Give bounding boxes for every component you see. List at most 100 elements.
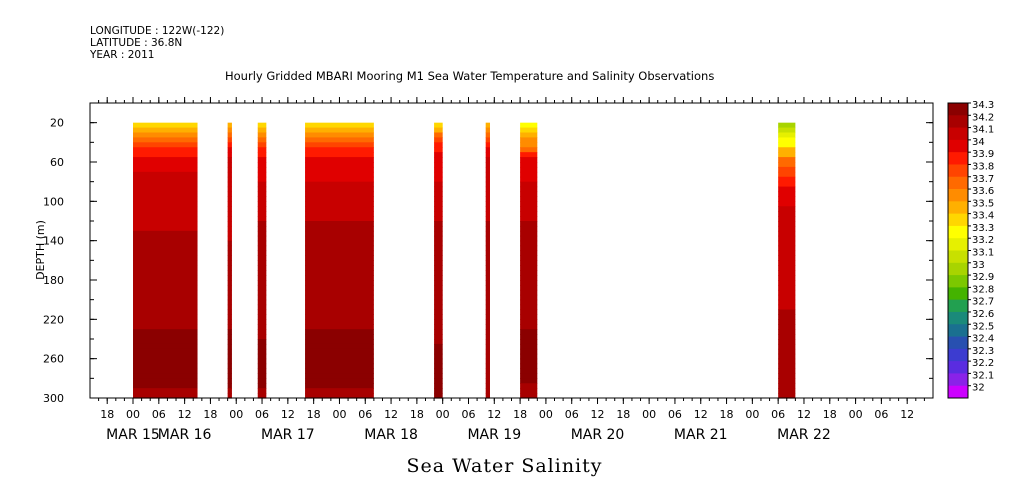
heatmap-cell [434,127,443,134]
x-date-label: MAR 19 [467,427,521,443]
heatmap-cell [520,383,538,389]
colorbar-swatch [948,311,968,325]
heatmap-cell [133,127,198,134]
heatmap-cell [257,201,267,207]
heatmap-cell [778,171,796,178]
heatmap-cell [520,152,538,158]
heatmap-cell [305,201,374,207]
heatmap-cell [305,339,374,345]
heatmap-cell [520,181,538,188]
heatmap-cell [133,181,198,188]
heatmap-cell [434,171,443,178]
heatmap-cell [434,132,443,139]
heatmap-cell [305,363,374,370]
heatmap-cell [485,211,490,217]
heatmap-cell [257,265,267,271]
heatmap-cell [434,211,443,217]
heatmap-cell [778,235,796,242]
heatmap-cell [520,240,538,247]
heatmap-cell [434,216,443,222]
heatmap-cell [257,191,267,198]
heatmap-cell [434,284,443,291]
heatmap-cell [257,368,267,375]
heatmap-cell [133,186,198,193]
heatmap-cell [778,304,796,311]
colorbar-swatch [948,287,968,301]
colorbar-label: 32.8 [972,284,994,295]
heatmap-cell [227,152,232,158]
heatmap-cell [305,122,374,129]
heatmap-cell [778,152,796,158]
heatmap-cell [778,122,796,129]
chart-title: Hourly Gridded MBARI Mooring M1 Sea Wate… [225,69,715,83]
colorbar-swatch [948,201,968,215]
heatmap-cell [520,230,538,237]
x-tick-label: 00 [436,408,450,421]
heatmap-cell [133,324,198,330]
data-segment [257,122,267,399]
heatmap-cell [434,319,443,325]
colorbar-label: 34 [972,137,985,148]
x-tick-label: 12 [694,408,708,421]
heatmap-cell [520,196,538,202]
colorbar-label: 32.4 [972,334,994,345]
colorbar-label: 32.3 [972,346,994,357]
heatmap-cell [305,152,374,158]
heatmap-cell [133,373,198,379]
heatmap-cell [434,334,443,340]
heatmap-cell [778,137,796,143]
colorbar-swatch [948,225,968,239]
colorbar-label: 33.1 [972,248,994,259]
colorbar-label: 33.8 [972,161,994,172]
heatmap-cell [305,334,374,340]
colorbar-label: 33.9 [972,149,994,160]
heatmap-cell [133,255,198,261]
heatmap-cell [520,324,538,330]
heatmap-cell [257,221,267,227]
heatmap-cell [520,393,538,399]
heatmap-cell [434,339,443,345]
heatmap-cell [133,162,198,168]
heatmap-cell [520,299,538,306]
x-tick-label: 12 [591,408,605,421]
heatmap-cell [434,343,443,350]
colorbar-label: 34.3 [972,100,994,111]
heatmap-cell [778,176,796,183]
heatmap-cell [520,378,538,384]
heatmap-cell [520,309,538,316]
heatmap-cell [434,191,443,198]
x-tick-label: 18 [513,408,527,421]
heatmap-cell [778,343,796,350]
heatmap-cell [434,363,443,370]
x-tick-label: 18 [720,408,734,421]
heatmap-cell [778,221,796,227]
heatmap-cell [485,299,490,306]
colorbar-swatch [948,238,968,251]
y-tick-label: 260 [43,353,64,366]
heatmap-cell [778,368,796,375]
heatmap-cell [305,147,374,153]
heatmap-cell [485,152,490,158]
heatmap-cell [485,358,490,365]
heatmap-cell [257,147,267,153]
heatmap-cell [520,368,538,375]
x-tick-label: 12 [487,408,501,421]
heatmap-cell [133,309,198,316]
heatmap-cell [485,368,490,375]
heatmap-cell [485,147,490,153]
heatmap-cell [485,324,490,330]
heatmap-cell [227,162,232,168]
y-tick-label: 100 [43,195,64,208]
colorbar-swatch [948,324,968,337]
heatmap-cell [434,324,443,330]
heatmap-cell [257,122,267,129]
heatmap-cell [227,240,232,247]
colorbar-swatch [948,299,968,313]
heatmap-cell [778,162,796,168]
heatmap-cell [227,206,232,212]
heatmap-cell [227,270,232,276]
x-tick-label: 06 [565,408,579,421]
data-segment [305,122,374,399]
heatmap-cell [133,142,198,148]
heatmap-cell [520,250,538,257]
